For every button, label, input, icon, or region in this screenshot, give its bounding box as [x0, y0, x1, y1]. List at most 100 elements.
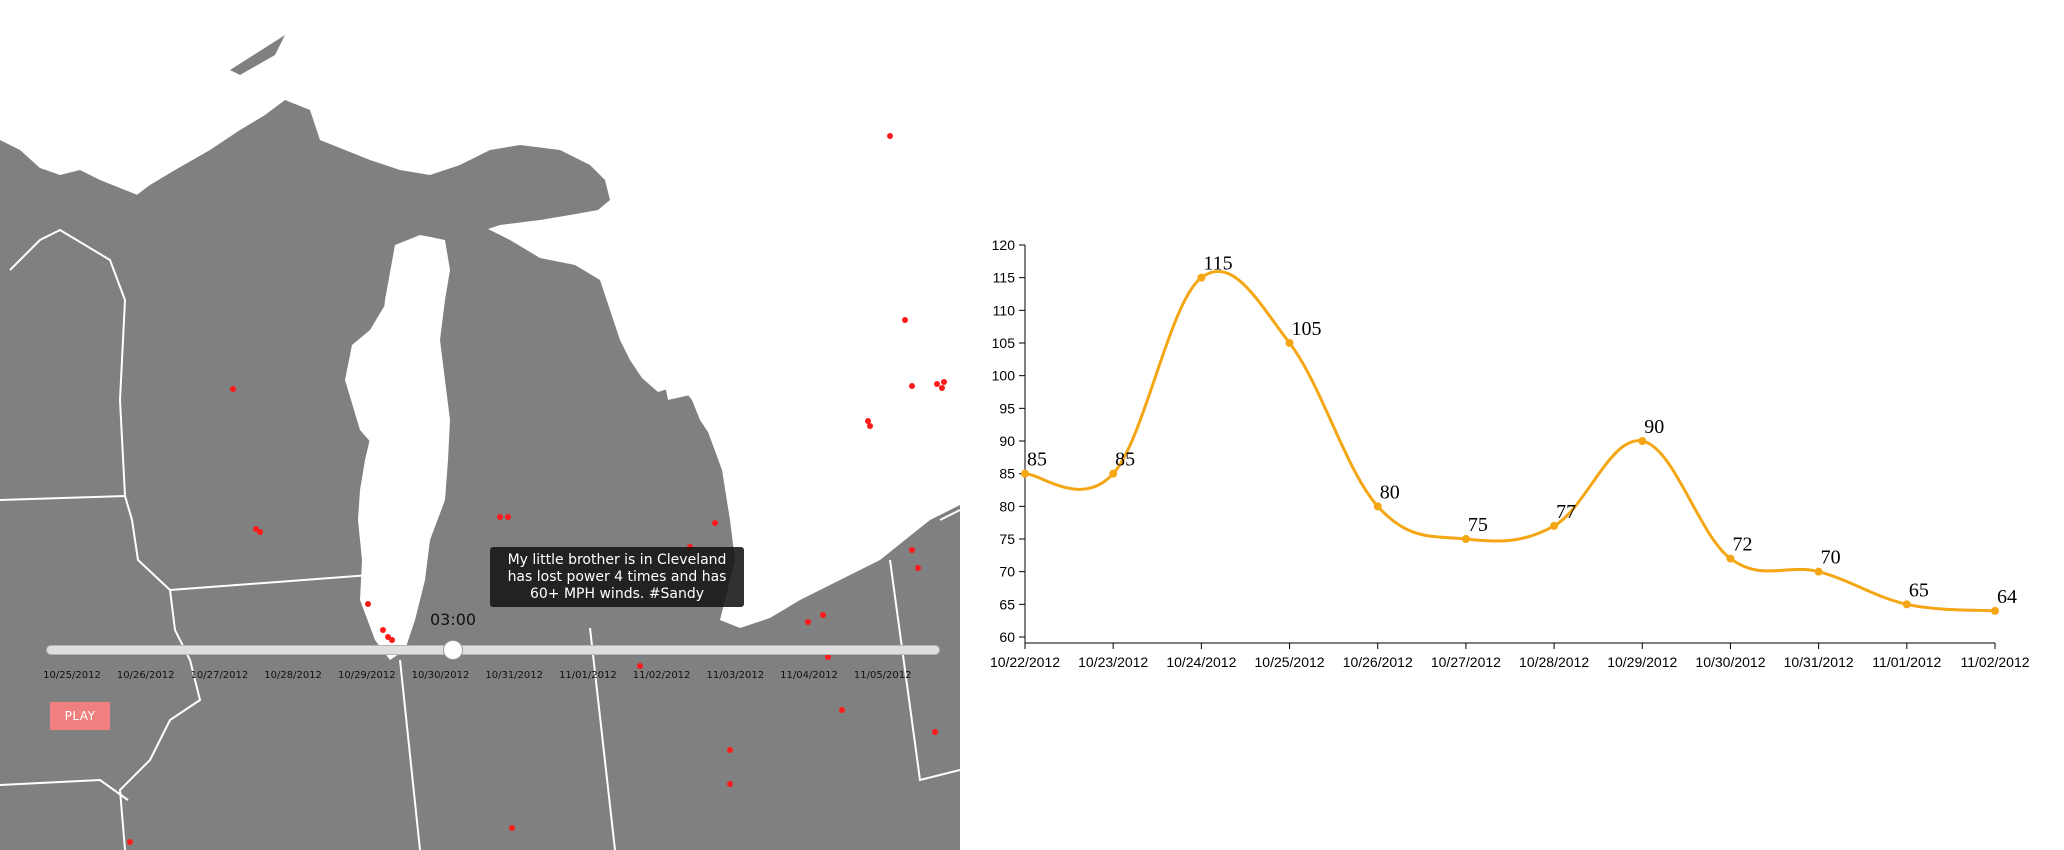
data-point[interactable] [1285, 339, 1294, 347]
y-tick-label: 100 [992, 368, 1016, 384]
data-point[interactable] [1550, 521, 1559, 530]
tweet-dot[interactable] [867, 423, 873, 429]
y-tick-label: 115 [993, 270, 1016, 286]
y-tick-label: 70 [999, 564, 1015, 580]
tweet-dot[interactable] [865, 418, 871, 424]
x-tick-label: 10/24/2012 [1166, 654, 1236, 670]
x-tick-label: 10/29/2012 [1607, 654, 1677, 670]
tweet-dots [127, 133, 947, 845]
tweet-dot[interactable] [934, 381, 940, 387]
y-tick-label: 65 [999, 596, 1015, 612]
lake-michigan [358, 235, 450, 660]
tweet-dot[interactable] [712, 520, 718, 526]
timeline-slider-handle[interactable] [442, 640, 463, 660]
x-tick-label: 10/31/2012 [1784, 654, 1854, 670]
tweet-dot[interactable] [839, 707, 845, 713]
data-label: 90 [1644, 416, 1664, 438]
timeline-tick-label: 11/05/2012 [853, 670, 912, 681]
tweet-dot[interactable] [909, 547, 915, 553]
tweet-dot[interactable] [902, 317, 908, 323]
y-tick-label: 110 [993, 302, 1016, 318]
upper-peninsula [130, 100, 610, 240]
map [0, 0, 960, 850]
timeline-tick-label: 11/04/2012 [780, 670, 838, 681]
tweet-dot[interactable] [365, 601, 371, 607]
data-label: 115 [1203, 253, 1232, 275]
tweet-map-panel: My little brother is in Cleveland has lo… [0, 0, 960, 850]
tweet-dot[interactable] [497, 514, 503, 520]
x-tick-label: 10/22/2012 [990, 654, 1060, 670]
x-tick-label: 11/01/2012 [1872, 654, 1941, 670]
data-label: 85 [1027, 449, 1047, 471]
data-point[interactable] [1726, 554, 1735, 563]
tweet-tooltip: My little brother is in Cleveland has lo… [490, 547, 744, 607]
tweet-dot[interactable] [230, 386, 236, 392]
series-line [1024, 270, 1996, 613]
timeline-tick-label: 10/31/2012 [485, 670, 544, 681]
isle-royale [230, 35, 285, 75]
data-label: 77 [1556, 501, 1576, 523]
y-tick-label: 105 [992, 335, 1016, 351]
tweet-dot[interactable] [637, 663, 643, 669]
y-tick-label: 80 [999, 498, 1015, 514]
data-label: 80 [1380, 481, 1400, 503]
y-tick-label: 90 [999, 433, 1015, 449]
tweet-dot[interactable] [941, 379, 947, 385]
tweet-dot[interactable] [887, 133, 893, 139]
tweet-dot[interactable] [825, 654, 831, 660]
tweet-dot[interactable] [932, 729, 938, 735]
x-tick-label: 11/02/2012 [1960, 654, 2029, 670]
time-label: 03:00 [430, 610, 477, 629]
x-tick-label: 10/28/2012 [1519, 654, 1589, 670]
timeline-tick-label: 10/30/2012 [411, 670, 470, 681]
play-button[interactable]: PLAY [50, 702, 110, 730]
timeline-tick-label: 10/29/2012 [337, 670, 396, 681]
timeline-tick-label: 10/25/2012 [43, 670, 101, 681]
x-tick-label: 10/30/2012 [1695, 654, 1765, 670]
tweet-dot[interactable] [909, 383, 915, 389]
data-label: 72 [1732, 534, 1752, 556]
tweet-dot[interactable] [939, 385, 945, 391]
tweet-dot[interactable] [389, 637, 395, 643]
timeline-tick-label: 10/27/2012 [190, 670, 249, 681]
data-label: 65 [1909, 579, 1929, 601]
tweet-dot[interactable] [257, 529, 263, 535]
line-chart: 60 65 70 75 80 85 90 95 100 105 110 115 120 10/22/201… [990, 237, 2030, 670]
data-point[interactable] [1373, 502, 1382, 511]
y-tick-label: 75 [999, 531, 1015, 547]
x-tick-label: 10/25/2012 [1255, 654, 1325, 670]
chart-root: 60 65 70 75 80 85 90 95 100 105 110 115 120 10/22/201… [990, 237, 2030, 670]
timeline-tick-label: 10/26/2012 [116, 670, 175, 681]
timeline-tick-label: 11/01/2012 [559, 670, 617, 681]
tweet-dot[interactable] [127, 839, 133, 845]
data-label: 64 [1997, 586, 2017, 608]
y-tick-label: 85 [999, 466, 1015, 482]
x-tick-label: 10/26/2012 [1343, 654, 1413, 670]
data-label: 105 [1292, 318, 1322, 340]
x-tick-label: 10/23/2012 [1078, 654, 1148, 670]
data-label: 85 [1115, 449, 1135, 471]
data-label: 70 [1821, 547, 1841, 569]
tweet-dot[interactable] [509, 825, 515, 831]
lake-huron [600, 0, 960, 540]
data-point[interactable] [1991, 606, 1999, 615]
tweet-dot[interactable] [805, 619, 811, 625]
data-point[interactable] [1902, 600, 1911, 609]
tweet-dot[interactable] [505, 514, 511, 520]
tweet-dot[interactable] [380, 627, 386, 633]
data-point[interactable] [1197, 273, 1206, 282]
tweet-dot[interactable] [727, 747, 733, 753]
data-label: 75 [1468, 514, 1488, 536]
tweet-dot[interactable] [915, 565, 921, 571]
tweet-dot[interactable] [820, 612, 826, 618]
data-point[interactable] [1461, 535, 1470, 543]
x-tick-label: 10/27/2012 [1431, 654, 1501, 670]
data-point[interactable] [1021, 469, 1029, 478]
y-tick-label: 120 [992, 237, 1016, 253]
data-point[interactable] [1814, 567, 1823, 576]
data-point[interactable] [1109, 469, 1118, 478]
y-tick-label: 60 [999, 629, 1015, 645]
data-point[interactable] [1638, 437, 1647, 445]
tweet-dot[interactable] [727, 781, 733, 787]
timeline-slider-track[interactable] [46, 645, 940, 655]
